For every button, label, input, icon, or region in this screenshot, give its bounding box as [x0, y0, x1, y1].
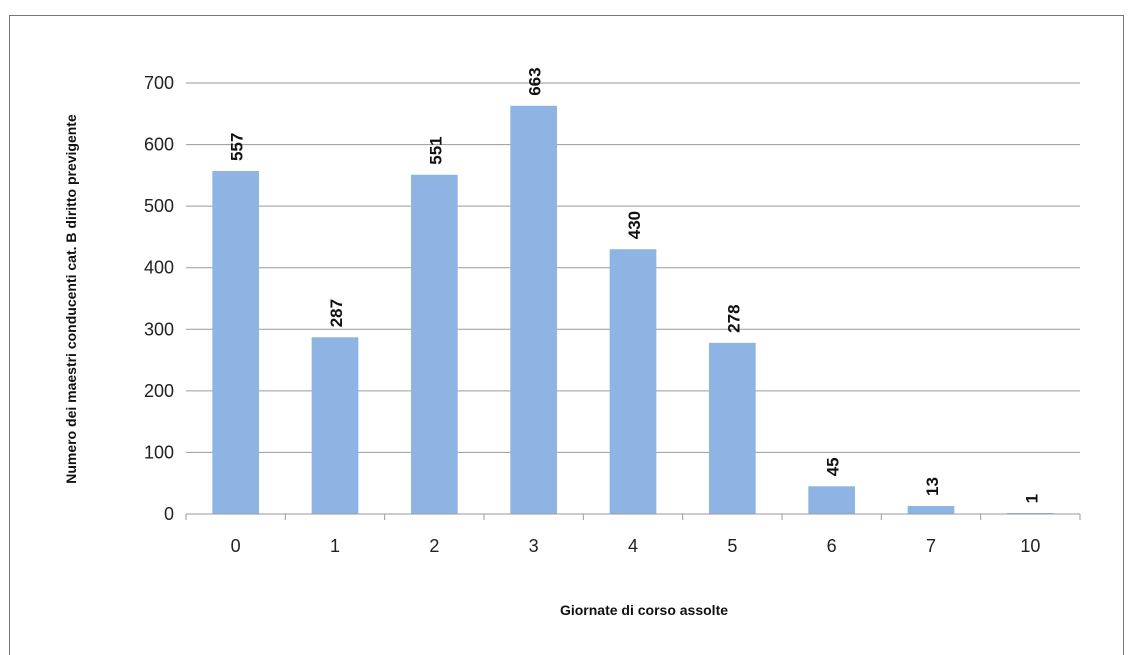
y-axis-title: Numero dei maestri conducenti cat. B dir…	[63, 114, 79, 484]
y-axis-ticks: 0 100 200 300 400 500 600 700	[144, 73, 174, 524]
bar	[311, 337, 359, 514]
x-tick-label: 2	[429, 536, 439, 556]
y-tick-label: 700	[144, 73, 174, 93]
x-tick-label: 7	[926, 536, 936, 556]
data-label: 557	[228, 133, 247, 161]
data-label: 278	[724, 304, 743, 332]
y-tick-label: 0	[164, 504, 174, 524]
y-tick-label: 400	[144, 258, 174, 278]
y-tick-label: 100	[144, 442, 174, 462]
x-tick-label: 4	[628, 536, 638, 556]
y-tick-label: 500	[144, 196, 174, 216]
y-tick-label: 200	[144, 381, 174, 401]
x-axis-title: Giornate di corso assolte	[560, 602, 728, 618]
bar	[410, 174, 458, 514]
bar	[212, 171, 260, 514]
bar	[609, 249, 657, 514]
x-tick-label: 1	[330, 536, 340, 556]
x-tick-label: 0	[231, 536, 241, 556]
x-tick-label: 6	[827, 536, 837, 556]
y-tick-label: 300	[144, 319, 174, 339]
x-tick-label: 10	[1020, 536, 1040, 556]
x-tick-label: 3	[529, 536, 539, 556]
data-label: 13	[923, 477, 942, 496]
data-label: 45	[824, 457, 843, 476]
bar	[907, 505, 955, 514]
bars	[212, 105, 1054, 514]
bar	[708, 342, 756, 514]
data-label: 663	[526, 67, 545, 95]
y-tick-label: 600	[144, 135, 174, 155]
bar	[510, 105, 558, 514]
x-axis	[185, 513, 1081, 520]
data-label: 1	[1022, 494, 1041, 503]
x-tick-label: 5	[727, 536, 737, 556]
x-axis-ticks: 0 1 2 3 4 5 6 7 10	[231, 536, 1041, 556]
data-label: 287	[327, 299, 346, 327]
data-label: 430	[625, 211, 644, 239]
data-labels: 557 287 551 663 430 278 45 13 1	[228, 67, 1042, 503]
data-label: 551	[426, 136, 445, 164]
chart-frame	[9, 15, 1124, 655]
bar	[808, 486, 856, 514]
